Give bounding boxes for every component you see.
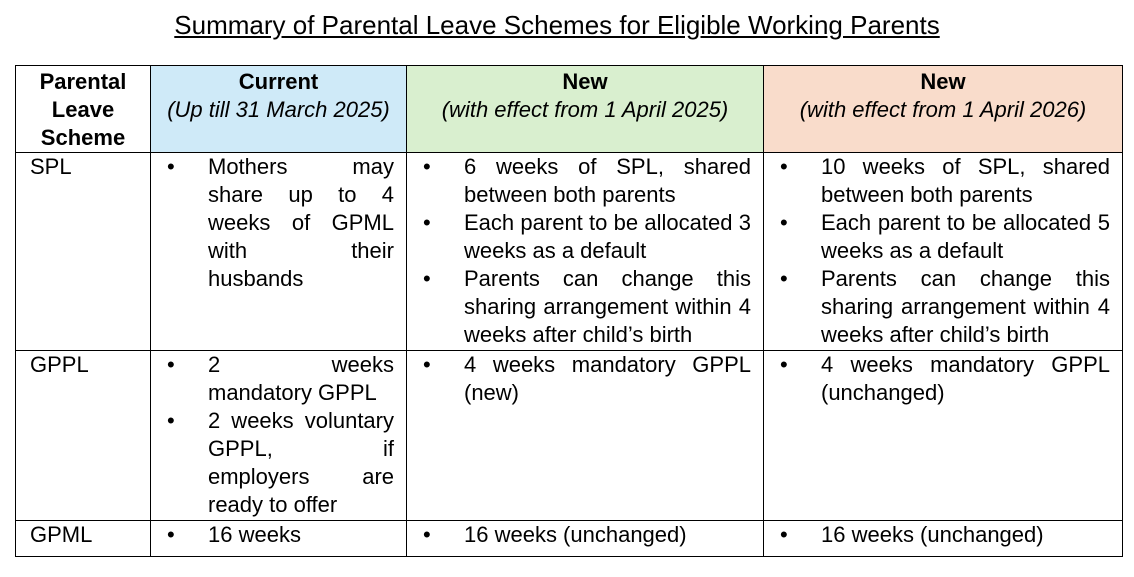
- list-item: 16 weeks: [163, 521, 394, 549]
- row-gpml-name: GPML: [15, 520, 151, 557]
- list-item: Parents can change this sharing arrangem…: [419, 265, 751, 349]
- row-gpml-current: 16 weeks: [150, 520, 407, 557]
- row-spl: SPL Mothers may share up to 4 weeks of G…: [15, 152, 1123, 351]
- row-gpml-new-2025: 16 weeks (unchanged): [406, 520, 764, 557]
- row-gpml: GPML 16 weeks 16 weeks (unchanged) 16 we…: [15, 520, 1123, 557]
- row-spl-new-2026: 10 weeks of SPL, shared between both par…: [763, 152, 1123, 351]
- header-new-2025-heading: New: [562, 69, 608, 94]
- header-current: Current (Up till 31 March 2025): [150, 65, 407, 153]
- row-gppl: GPPL 2 weeks mandatory GPPL 2 weeks volu…: [15, 350, 1123, 521]
- row-spl-current: Mothers may share up to 4 weeks of GPML …: [150, 152, 407, 351]
- header-new-2026-heading: New: [920, 69, 966, 94]
- list-item: 16 weeks (unchanged): [776, 521, 1110, 549]
- header-new-2026-sub: (with effect from 1 April 2026): [799, 97, 1087, 122]
- header-new-2026: New (with effect from 1 April 2026): [763, 65, 1123, 153]
- list-item: Mothers may share up to 4 weeks of GPML …: [163, 153, 394, 293]
- parental-leave-table: Parental Leave Scheme Current (Up till 3…: [15, 65, 1123, 557]
- row-gpml-new-2026: 16 weeks (unchanged): [763, 520, 1123, 557]
- list-item: 4 weeks mandatory GPPL (new): [419, 351, 751, 407]
- list-item: 2 weeks mandatory GPPL: [163, 351, 394, 407]
- list-item: 2 weeks voluntary GPPL, if employers are…: [163, 407, 394, 519]
- row-spl-new-2025: 6 weeks of SPL, shared between both pare…: [406, 152, 764, 351]
- list-item: Parents can change this sharing arrangem…: [776, 265, 1110, 349]
- list-item: Each parent to be allocated 3 weeks as a…: [419, 209, 751, 265]
- row-gppl-new-2026: 4 weeks mandatory GPPL (unchanged): [763, 350, 1123, 521]
- list-item: 10 weeks of SPL, shared between both par…: [776, 153, 1110, 209]
- row-gppl-current: 2 weeks mandatory GPPL 2 weeks voluntary…: [150, 350, 407, 521]
- list-item: 4 weeks mandatory GPPL (unchanged): [776, 351, 1110, 407]
- header-scheme: Parental Leave Scheme: [15, 65, 151, 153]
- list-item: Each parent to be allocated 5 weeks as a…: [776, 209, 1110, 265]
- header-current-sub: (Up till 31 March 2025): [167, 97, 390, 122]
- header-current-heading: Current: [238, 69, 319, 94]
- header-new-2025: New (with effect from 1 April 2025): [406, 65, 764, 153]
- list-item: 16 weeks (unchanged): [419, 521, 751, 549]
- document-title: Summary of Parental Leave Schemes for El…: [174, 10, 940, 40]
- header-new-2025-sub: (with effect from 1 April 2025): [441, 97, 729, 122]
- header-row: Parental Leave Scheme Current (Up till 3…: [15, 65, 1123, 153]
- row-gppl-new-2025: 4 weeks mandatory GPPL (new): [406, 350, 764, 521]
- row-gppl-name: GPPL: [15, 350, 151, 521]
- list-item: 6 weeks of SPL, shared between both pare…: [419, 153, 751, 209]
- row-spl-name: SPL: [15, 152, 151, 351]
